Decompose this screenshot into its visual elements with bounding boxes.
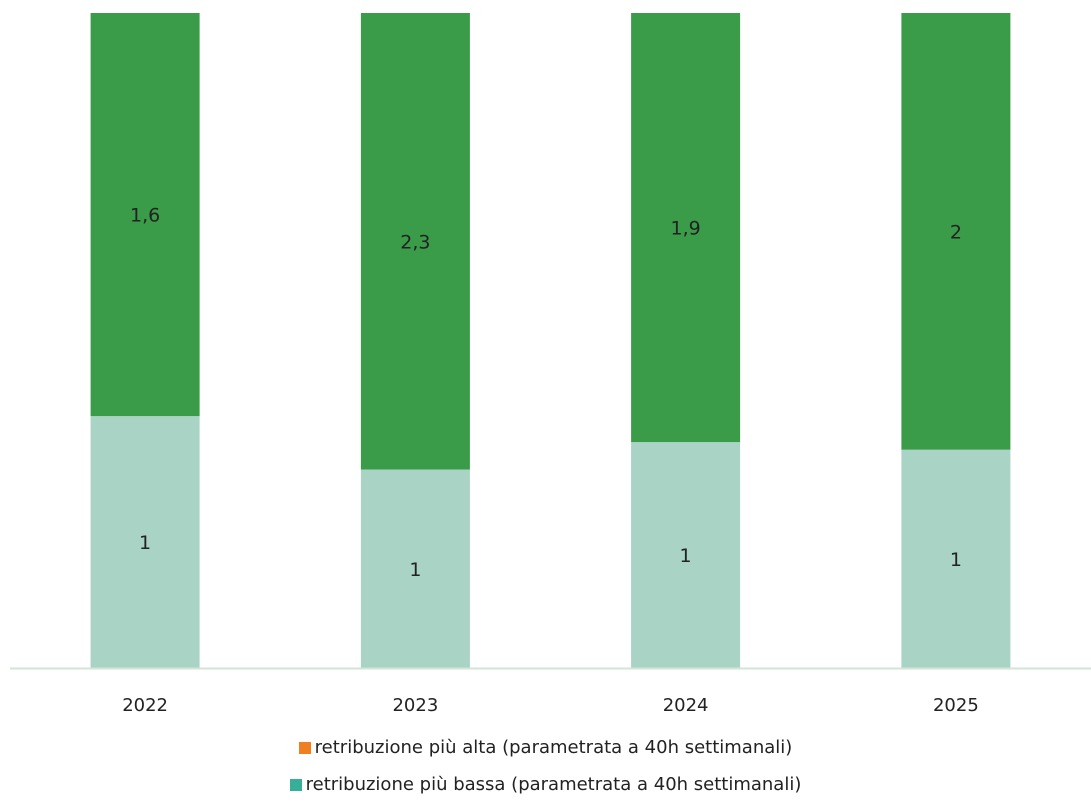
legend-row-2: retribuzione più bassa (parametrata a 40… [0,774,1091,795]
data-label-2025-s0: 1 [950,549,962,571]
legend-item-low: retribuzione più bassa (parametrata a 40… [289,774,802,795]
legend-label-low: retribuzione più bassa (parametrata a 40… [305,774,802,795]
bar-segment-2025-s0 [901,449,1011,668]
x-tick-label-2023: 2023 [392,695,438,716]
data-label-2022-s0: 1 [139,532,151,554]
bar-segment-2022-s1 [90,13,200,417]
data-label-2024-s0: 1 [680,545,692,567]
bar-segment-2025-s1 [901,13,1011,450]
legend-label-high: retribuzione più alta (parametrata a 40h… [314,737,793,758]
data-label-2023-s0: 1 [409,559,421,581]
data-label-2024-s1: 1,9 [670,218,700,240]
legend-swatch-high [298,741,311,754]
legend-row-1: retribuzione più alta (parametrata a 40h… [0,737,1091,758]
data-label-2022-s1: 1,6 [130,205,160,227]
legend-swatch-low [289,778,302,791]
x-tick-label-2022: 2022 [122,695,168,716]
legend-item-high: retribuzione più alta (parametrata a 40h… [298,737,793,758]
x-tick-label-2025: 2025 [933,695,979,716]
data-label-2023-s1: 2,3 [400,231,430,253]
data-label-2025-s1: 2 [950,221,962,243]
bar-segment-2022-s0 [90,416,200,668]
x-tick-label-2024: 2024 [663,695,709,716]
bar-segment-2023-s0 [360,469,470,668]
bar-segment-2024-s0 [631,442,741,668]
bar-segment-2023-s1 [360,13,470,470]
bar-segment-2024-s1 [631,13,741,443]
